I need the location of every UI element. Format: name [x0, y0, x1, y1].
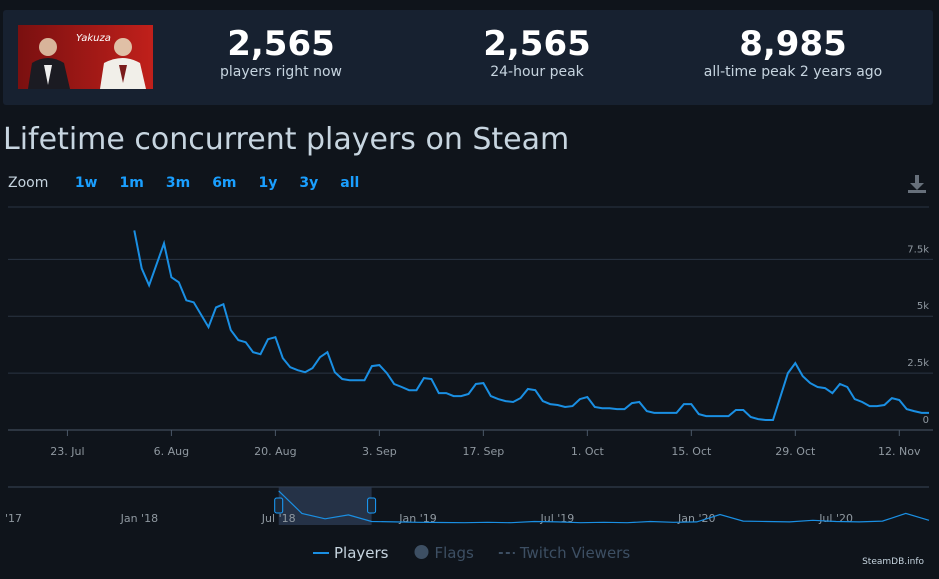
navigator-handle[interactable] — [274, 497, 284, 514]
stat-label: all-time peak 2 years ago — [703, 64, 883, 80]
legend-label[interactable]: Flags — [435, 544, 475, 562]
navigator-handle[interactable] — [367, 497, 377, 514]
zoom-button[interactable]: 1y — [258, 175, 278, 191]
zoom-button[interactable]: 1w — [74, 175, 98, 191]
stat: 2,565 players right now — [151, 24, 411, 80]
x-tick-label: 17. Sep — [462, 445, 504, 458]
navigator-tick-label: Jan '20 — [677, 512, 715, 525]
navigator-tick-label: Jul '18 — [261, 512, 296, 525]
x-tick-label: 1. Oct — [571, 445, 605, 458]
zoom-button[interactable]: 3y — [299, 175, 319, 191]
zoom-button[interactable]: all — [340, 175, 360, 191]
navigator-tick-label: Jul '20 — [818, 512, 853, 525]
stat-value: 8,985 — [739, 24, 847, 64]
x-tick-label: 23. Jul — [50, 445, 84, 458]
stat-label: 24-hour peak — [490, 64, 584, 80]
svg-text:Yakuza: Yakuza — [76, 33, 111, 44]
y-tick-label: 0 — [923, 415, 929, 426]
legend-label[interactable]: Players — [334, 544, 389, 562]
x-tick-label: 12. Nov — [878, 445, 921, 458]
chart-title: Lifetime concurrent players on Steam — [3, 122, 570, 157]
stats-card: Yakuza 2,565 players right now 2,565 24-ho… — [3, 10, 933, 105]
legend-label[interactable]: Twitch Viewers — [519, 544, 631, 562]
zoom-button[interactable]: 1m — [119, 175, 144, 191]
y-tick-label: 5k — [917, 301, 929, 312]
stat: 8,985 all-time peak 2 years ago — [663, 24, 923, 80]
navigator-tick-label: Jan '19 — [398, 512, 436, 525]
credit: SteamDB.info — [862, 557, 924, 567]
zoom-bar: Zoom 1w 1m 3m 6m 1y 3y all — [8, 175, 359, 191]
x-tick-label: 15. Oct — [671, 445, 712, 458]
navigator-tick-label: '17 — [5, 512, 22, 525]
zoom-button[interactable]: 6m — [212, 175, 237, 191]
x-tick-label: 20. Aug — [254, 445, 296, 458]
game-thumbnail: Yakuza — [18, 25, 153, 89]
x-tick-label: 6. Aug — [154, 445, 189, 458]
x-tick-label: 3. Sep — [362, 445, 397, 458]
navigator-tick-label: Jan '18 — [120, 512, 158, 525]
stat-value: 2,565 — [483, 24, 591, 64]
x-tick-label: 29. Oct — [775, 445, 816, 458]
navigator-tick-label: Jul '19 — [540, 512, 575, 525]
navigator-line — [278, 490, 930, 524]
stat: 2,565 24-hour peak — [407, 24, 667, 80]
stat-value: 2,565 — [227, 24, 335, 64]
y-tick-label: 7.5k — [907, 244, 929, 255]
legend-swatch — [414, 545, 429, 559]
series-line — [133, 230, 929, 421]
y-tick-label: 2.5k — [907, 358, 929, 369]
zoom-button[interactable]: 3m — [165, 175, 191, 191]
zoom-label: Zoom — [8, 175, 49, 191]
download-icon[interactable] — [908, 175, 926, 193]
stat-label: players right now — [220, 64, 342, 80]
